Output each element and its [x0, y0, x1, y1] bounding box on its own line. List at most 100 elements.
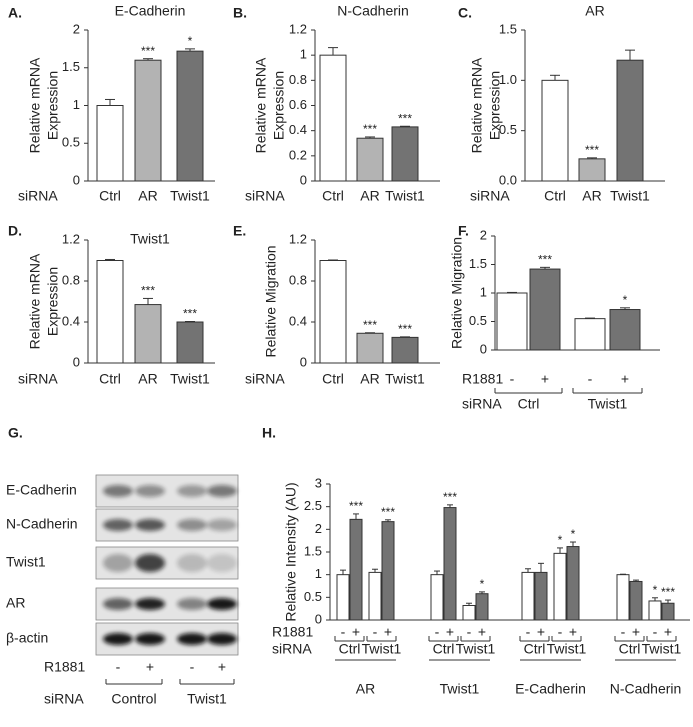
treatment-sign: -	[190, 659, 195, 675]
chart-title: AR	[585, 3, 604, 19]
y-tick-label: 0.2	[289, 147, 307, 162]
x-tick-label: +	[632, 624, 640, 640]
panel-label: A.	[8, 5, 22, 21]
blot-band	[103, 485, 133, 497]
group-tick-label: Ctrl	[339, 641, 361, 657]
y-tick-label: 0.5	[304, 589, 322, 604]
bar	[443, 507, 457, 621]
target-label: N-Cadherin	[610, 681, 682, 697]
bar	[574, 318, 606, 351]
x-tick-label: -	[653, 624, 658, 640]
bar	[609, 309, 641, 351]
x-tick-label: -	[341, 624, 346, 640]
x-tick-label: AR	[582, 188, 601, 204]
y-tick-label: 2	[315, 521, 322, 536]
x-tick-label: Twist1	[385, 188, 425, 204]
panel-label: F.	[458, 223, 469, 239]
y-tick-label: 0	[73, 354, 80, 369]
x-tick-label: Ctrl	[544, 188, 566, 204]
x-tick-label: +	[664, 624, 672, 640]
panel-label: B.	[233, 5, 247, 21]
significance: ***	[443, 490, 457, 504]
y-tick-label: 0.4	[289, 122, 307, 137]
blot-band	[177, 554, 207, 572]
panel-label: G.	[8, 425, 23, 441]
y-tick-label: 1.2	[62, 231, 80, 246]
blot-band	[135, 554, 165, 572]
x-tick-label: -	[435, 624, 440, 640]
y-axis-label: Relative mRNA	[469, 57, 485, 153]
y-tick-label: 3	[315, 475, 322, 490]
bar	[661, 602, 675, 621]
y-tick-label: 0.4	[289, 313, 307, 328]
x-tick-label: Twist1	[385, 371, 425, 387]
y-tick-label: 1.5	[469, 256, 487, 271]
blot-band	[135, 598, 165, 610]
significance: *	[558, 533, 563, 547]
y-tick-label: 0.8	[289, 72, 307, 87]
y-axis-label: Relative Migration	[263, 245, 279, 357]
bar	[176, 321, 204, 364]
target-label: E-Cadherin	[515, 681, 586, 697]
group-tick-label: Twist1	[456, 641, 496, 657]
panel-label: C.	[458, 5, 472, 21]
y-axis-label: Relative mRNA	[27, 253, 43, 349]
blot-row-label: N-Cadherin	[6, 516, 78, 532]
bar	[566, 546, 580, 621]
y-tick-label: 1	[300, 47, 307, 62]
significance: ***	[349, 499, 363, 513]
blot-band	[135, 633, 165, 645]
x-axis-label: siRNA	[245, 188, 285, 204]
blot-band	[207, 598, 237, 610]
y-axis-label: Relative Migration	[449, 237, 465, 349]
chart-title: E-Cadherin	[115, 3, 186, 19]
bar	[96, 260, 124, 364]
treatment-sign: +	[218, 659, 226, 675]
x-axis-label: siRNA	[470, 188, 510, 204]
x-tick-label: -	[621, 624, 626, 640]
significance: *	[653, 583, 658, 597]
x-tick-label: -	[588, 371, 593, 387]
target-label: AR	[356, 681, 375, 697]
treatment-label: R1881	[272, 624, 313, 640]
y-tick-label: 0.5	[62, 135, 80, 150]
treatment-sign: -	[116, 659, 121, 675]
significance: ***	[585, 143, 599, 157]
significance: ***	[141, 44, 155, 58]
treatment-sign: +	[146, 659, 154, 675]
blot-band	[103, 554, 133, 572]
y-axis-label: Expression	[45, 267, 61, 336]
bar	[496, 292, 528, 351]
group-tick-label: Twist1	[187, 691, 227, 707]
significance: ***	[538, 253, 552, 267]
significance: *	[571, 527, 576, 541]
blot-row-label: β-actin	[6, 630, 48, 646]
y-tick-label: 1	[315, 566, 322, 581]
x-tick-label: AR	[138, 371, 157, 387]
y-tick-label: 1	[480, 284, 487, 299]
significance: *	[480, 577, 485, 591]
bar	[356, 332, 384, 364]
bar	[521, 571, 535, 621]
x-tick-label: -	[558, 624, 563, 640]
bar	[541, 79, 569, 182]
bar	[336, 574, 350, 621]
significance: *	[188, 34, 193, 48]
bar	[616, 574, 630, 621]
group-label: siRNA	[272, 641, 312, 657]
bar	[648, 600, 662, 621]
blot-band	[103, 633, 133, 645]
chart-title: N-Cadherin	[337, 3, 409, 19]
y-tick-label: 0.8	[62, 272, 80, 287]
bar	[134, 59, 162, 182]
y-tick-label: 0	[73, 172, 80, 187]
x-tick-label: +	[537, 624, 545, 640]
x-tick-label: Ctrl	[99, 188, 121, 204]
blot-band	[135, 485, 165, 497]
y-tick-label: 0	[480, 341, 487, 356]
group-label: siRNA	[44, 691, 84, 707]
y-tick-label: 1.2	[289, 231, 307, 246]
blot-row-label: Twist1	[6, 554, 46, 570]
y-tick-label: 1.5	[499, 21, 517, 36]
